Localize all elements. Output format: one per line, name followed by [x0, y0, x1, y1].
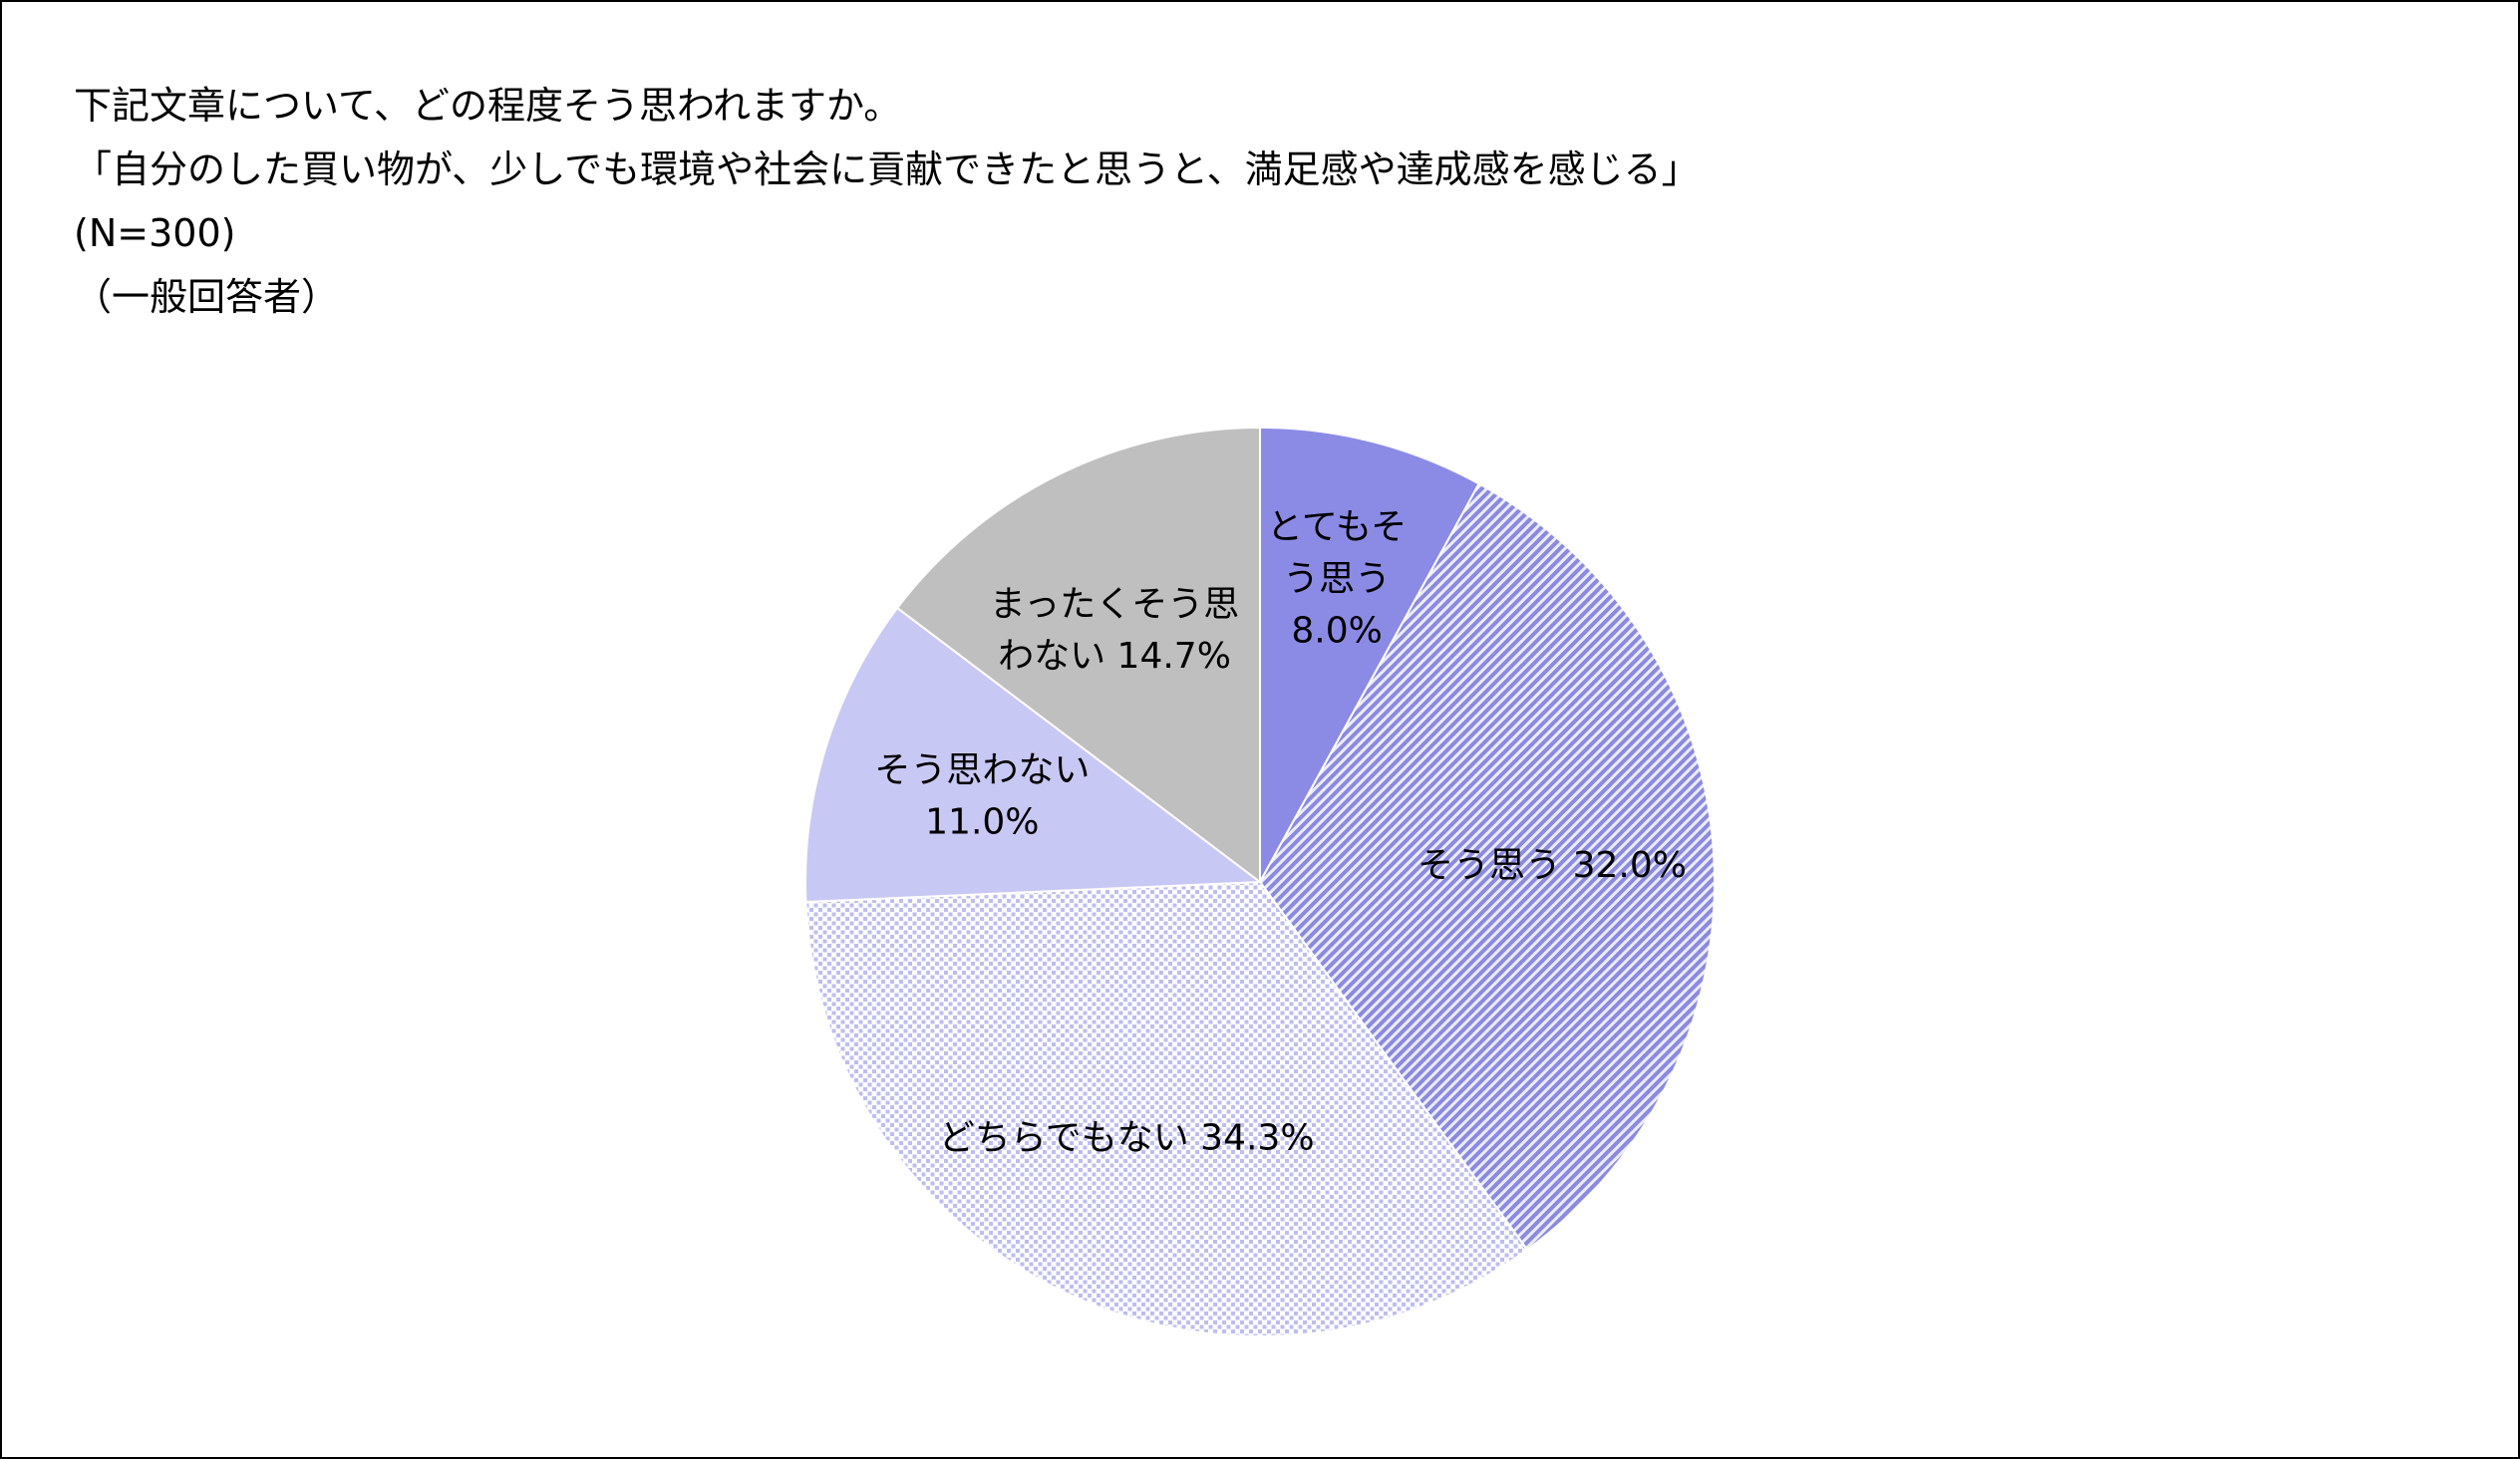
pie-slice-label-line: そう思わない: [874, 749, 1090, 790]
pie-slice-label-line: まったくそう思: [990, 584, 1240, 625]
title-line-question: 下記文章について、どの程度そう思われますか。: [74, 84, 902, 128]
pie-slices: [804, 426, 1716, 1337]
pie-slice-label-5: まったくそう思わない 14.7%: [990, 584, 1240, 677]
pie-slice-4: [804, 606, 1263, 904]
pie-slice-label-line: 8.0%: [1291, 611, 1382, 652]
pie-slice-3: [804, 880, 1529, 1337]
pie-slice-label-2: そう思う 32.0%: [1418, 845, 1687, 886]
pie-slice-label-line: わない 14.7%: [998, 636, 1231, 677]
chart-title: 下記文章について、どの程度そう思われますか。 「自分のした買い物が、少しでも環境…: [74, 74, 1700, 329]
pie-slice-label-line: そう思う 32.0%: [1418, 845, 1687, 886]
title-line-respondent-group: （一般回答者）: [74, 275, 340, 319]
pie-slice-label-line: とてもそ: [1267, 507, 1407, 548]
pie-slice-label-line: どちらでもない 34.3%: [939, 1117, 1315, 1158]
pie-slice-5: [895, 426, 1261, 885]
pie-slice-label-1: とてもそう思う 8.0%: [1267, 507, 1407, 652]
pie-slice-1: [1259, 426, 1481, 883]
pie-slice-label-line: 11.0%: [925, 801, 1039, 842]
pie-slice-label-3: どちらでもない 34.3%: [939, 1117, 1315, 1158]
pie-slice-label-4: そう思わない 11.0%: [874, 749, 1090, 842]
title-line-sample-size: (N=300): [74, 211, 236, 255]
pie-slice-2: [1258, 482, 1716, 1252]
pie-labels: とてもそう思う 8.0% そう思う 32.0% どちらでもない 34.3% そう思わない…: [874, 507, 1687, 1159]
pie-slice-label-line: う思う: [1283, 559, 1391, 600]
title-line-statement: 「自分のした買い物が、少しでも環境や社会に貢献できたと思うと、満足感や達成感を感…: [74, 147, 1700, 191]
